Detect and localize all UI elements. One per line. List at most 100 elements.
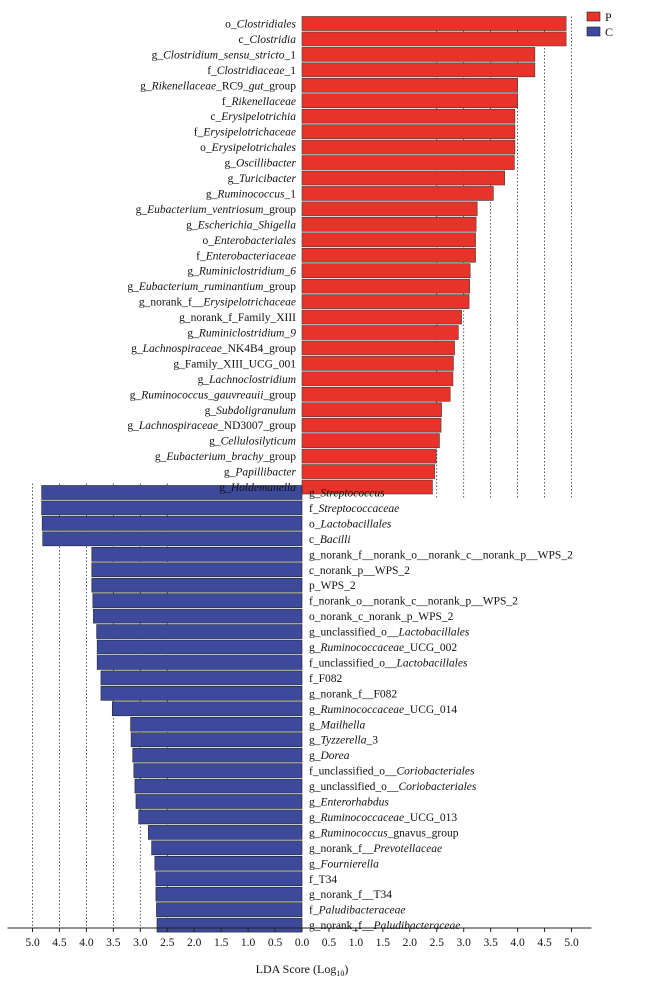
taxon-label-part: Prevotellaceae	[373, 843, 443, 855]
taxon-label-part: f_	[309, 905, 319, 917]
legend-swatch-p	[586, 11, 601, 22]
taxon-label-part: g_	[152, 49, 164, 61]
taxon-label: f_Erysipelotrichaceae	[194, 127, 296, 139]
taxon-label: g_Eubacterium_brachy_group	[155, 451, 296, 463]
bar-c	[41, 516, 303, 531]
bar-c	[91, 562, 303, 578]
taxon-label: g_Clostridium_sensu_stricto_1	[152, 49, 297, 61]
taxon-label-part: c_	[238, 34, 249, 46]
taxon-label-part: Ruminococcaceae	[320, 812, 405, 824]
taxon-label-part: Turicibacter	[239, 173, 296, 185]
taxon-label: o_Clostridiales	[225, 19, 296, 31]
taxon-label: g_Eubacterium_ruminantium_group	[127, 281, 296, 293]
taxon-label-part: g_	[228, 173, 240, 185]
taxon-label-part: Oscillibacter	[236, 158, 297, 170]
taxon-label: g_unclassified_o__Coriobacteriales	[309, 781, 477, 793]
bar-p	[301, 201, 478, 217]
bar-p	[301, 62, 536, 78]
taxon-label-part: p_WPS_2	[309, 580, 356, 592]
x-tick-label: 4.5	[52, 937, 67, 949]
taxon-label: g_Ruminiclostridium_9	[187, 328, 296, 340]
taxon-label-part: gut	[249, 80, 265, 92]
taxon-label-part: Lactobacillales	[397, 627, 469, 639]
taxon-label: g_Ruminococcaceae_UCG_013	[309, 812, 457, 824]
taxon-label-part: Clostridiales	[237, 19, 297, 31]
taxon-label-part: Erysipelotrichaceae	[202, 127, 296, 139]
taxon-label-part: Paludibacteraceae	[373, 920, 461, 932]
taxon-label: g_norank_f__Prevotellaceae	[309, 843, 442, 855]
taxon-label: g_Subdoligranulum	[205, 405, 296, 417]
taxon-label: g_norank_f__norank_o__norank_c__norank_p…	[309, 549, 573, 561]
x-tick-label: 3.0	[133, 937, 148, 949]
taxon-label-part: g_norank_f__	[139, 297, 204, 309]
bar-c	[148, 825, 303, 840]
taxon-label: c_norank_p__WPS_2	[309, 565, 410, 577]
taxon-label: c_Clostridia	[238, 34, 296, 46]
taxon-label-part: _group	[262, 80, 296, 92]
bar-c	[41, 485, 303, 500]
x-tick-label: 5.0	[564, 937, 579, 949]
taxon-label-part: _3	[366, 735, 379, 747]
taxon-label: g_Family_XIII_UCG_001	[173, 358, 296, 370]
taxon-label-part: g_Family_XIII_UCG_001	[173, 358, 296, 370]
legend-label-c: C	[605, 25, 613, 39]
taxon-label-part: Tyzzerella	[321, 735, 367, 747]
bars-layer	[41, 16, 567, 933]
taxon-label: c_Bacilli	[309, 534, 351, 546]
taxon-label-part: g_	[127, 281, 139, 293]
taxon-label-part: Streptococcaceae	[319, 503, 400, 515]
taxon-label: c_Erysipelotrichia	[210, 111, 296, 123]
x-tick-label: 2.5	[430, 937, 445, 949]
taxon-label: g_Ruminococcaceae_UCG_014	[309, 704, 457, 716]
taxon-label-part: Holdemanella	[230, 482, 296, 494]
bar-p	[301, 155, 515, 170]
taxon-label-part: _1	[284, 49, 297, 61]
taxon-label-part: Subdoligranulum	[216, 405, 296, 417]
taxon-label-part: Ruminococcus	[320, 827, 389, 839]
bar-p	[301, 108, 516, 124]
taxon-label-part: Enterobacteriaceae	[205, 250, 296, 262]
x-axis-title-subscript: 10	[336, 969, 344, 978]
taxon-label: o_norank_c_norank_p_WPS_2	[309, 611, 454, 623]
taxon-label: g_norank_f__Erysipelotrichaceae	[139, 297, 296, 309]
taxon-label: g_Ruminococcaceae_UCG_002	[309, 642, 457, 654]
bar-c	[91, 577, 303, 593]
taxon-label-part: Mailhella	[320, 719, 366, 731]
taxon-label-part: f_unclassified_o__	[309, 766, 397, 778]
x-tick-label: 0.5	[268, 937, 283, 949]
taxon-label: g_Turicibacter	[228, 173, 297, 185]
bar-p	[301, 47, 536, 62]
bar-c	[111, 701, 303, 717]
taxon-label-part: g_	[309, 488, 321, 500]
taxon-label-part: g_	[205, 405, 217, 417]
bar-p	[301, 433, 440, 448]
bar-c	[133, 763, 303, 778]
bar-c	[156, 917, 303, 933]
bar-c	[132, 747, 303, 763]
taxon-label-part: _UCG_002	[403, 642, 457, 654]
taxon-label-part: Clostridium_sensu_stricto	[163, 49, 285, 61]
bar-p	[301, 294, 470, 309]
taxon-label-part: _UCG_013	[403, 812, 457, 824]
taxon-label-part: g_norank_f__F082	[309, 688, 397, 700]
legend: PC	[586, 10, 613, 39]
taxon-label: f_Streptococcaceae	[309, 503, 399, 515]
x-tick-label: 2.5	[160, 937, 175, 949]
taxon-label-part: g_	[224, 158, 236, 170]
taxon-label-part: g_unclassified_o__	[309, 627, 399, 639]
taxon-label-part: g_norank_f__	[309, 920, 374, 932]
x-tick-label: 4.0	[510, 937, 525, 949]
taxon-label-part: _group	[262, 389, 296, 401]
taxon-label-part: g_	[127, 420, 139, 432]
taxon-label-part: g_	[309, 642, 321, 654]
x-tick-label: 1.0	[241, 937, 256, 949]
taxon-label-part: Erysipelotrichales	[211, 142, 297, 154]
bar-p	[301, 263, 471, 279]
taxon-label-part: _gnavus_group	[387, 827, 459, 839]
taxon-label-part: Rikenellaceae	[151, 80, 217, 92]
legend-swatch-c	[586, 26, 601, 37]
bar-c	[96, 639, 303, 655]
taxon-label-part: g_unclassified_o__	[309, 781, 399, 793]
taxon-label-part: Ruminiclostridium_9	[198, 328, 296, 340]
bar-p	[301, 124, 516, 139]
